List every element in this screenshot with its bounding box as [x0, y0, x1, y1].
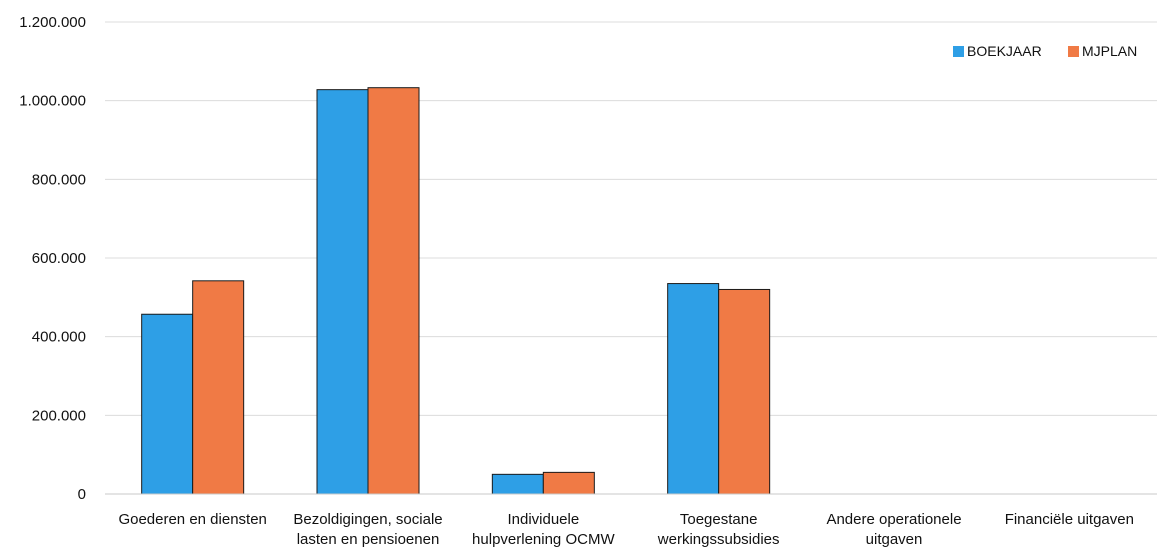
y-axis-ticks: 0 200.000 400.000 600.000 800.000 1.000.000 1.… [19, 14, 86, 503]
y-tick-label: 600.000 [32, 250, 86, 267]
bar-mjplan [367, 87, 420, 495]
bar-mjplan [542, 471, 595, 495]
legend-label-boekjaar: BOEKJAAR [967, 43, 1042, 59]
gridlines [105, 21, 1157, 416]
x-tick-label: Goederen en diensten [118, 511, 266, 528]
x-tick-label: uitgaven [866, 531, 923, 547]
bar-boekjaar [141, 313, 194, 495]
legend-swatch-boekjaar [953, 46, 964, 57]
x-tick-label: Andere operationele [826, 511, 961, 528]
bars [141, 87, 771, 495]
x-tick-label: Individuele [507, 511, 579, 528]
x-tick-label: Bezoldigingen, sociale [293, 511, 442, 528]
category-labels: Goederen en diensten Bezoldigingen, socia… [118, 511, 1134, 547]
y-tick-label: 400.000 [32, 329, 86, 346]
x-tick-label: lasten en pensioenen [297, 531, 440, 547]
x-tick-label: Toegestane [680, 511, 758, 528]
bar-boekjaar [491, 473, 544, 495]
y-tick-label: 200.000 [32, 407, 86, 424]
y-tick-label: 800.000 [32, 171, 86, 188]
y-tick-label: 1.000.000 [19, 93, 86, 110]
legend-swatch-mjplan [1068, 46, 1079, 57]
y-tick-label: 1.200.000 [19, 14, 86, 31]
x-tick-label: werkingssubsidies [657, 531, 780, 547]
legend-label-mjplan: MJPLAN [1082, 43, 1137, 59]
x-tick-label: hulpverlening OCMW [472, 531, 615, 547]
x-tick-label: Financiële uitgaven [1005, 511, 1134, 528]
legend: BOEKJAAR MJPLAN [953, 43, 1137, 59]
bar-mjplan [192, 280, 245, 495]
bar-boekjaar [316, 89, 369, 495]
bar-boekjaar [667, 283, 720, 495]
bar-mjplan [718, 288, 771, 495]
y-tick-label: 0 [78, 486, 86, 503]
